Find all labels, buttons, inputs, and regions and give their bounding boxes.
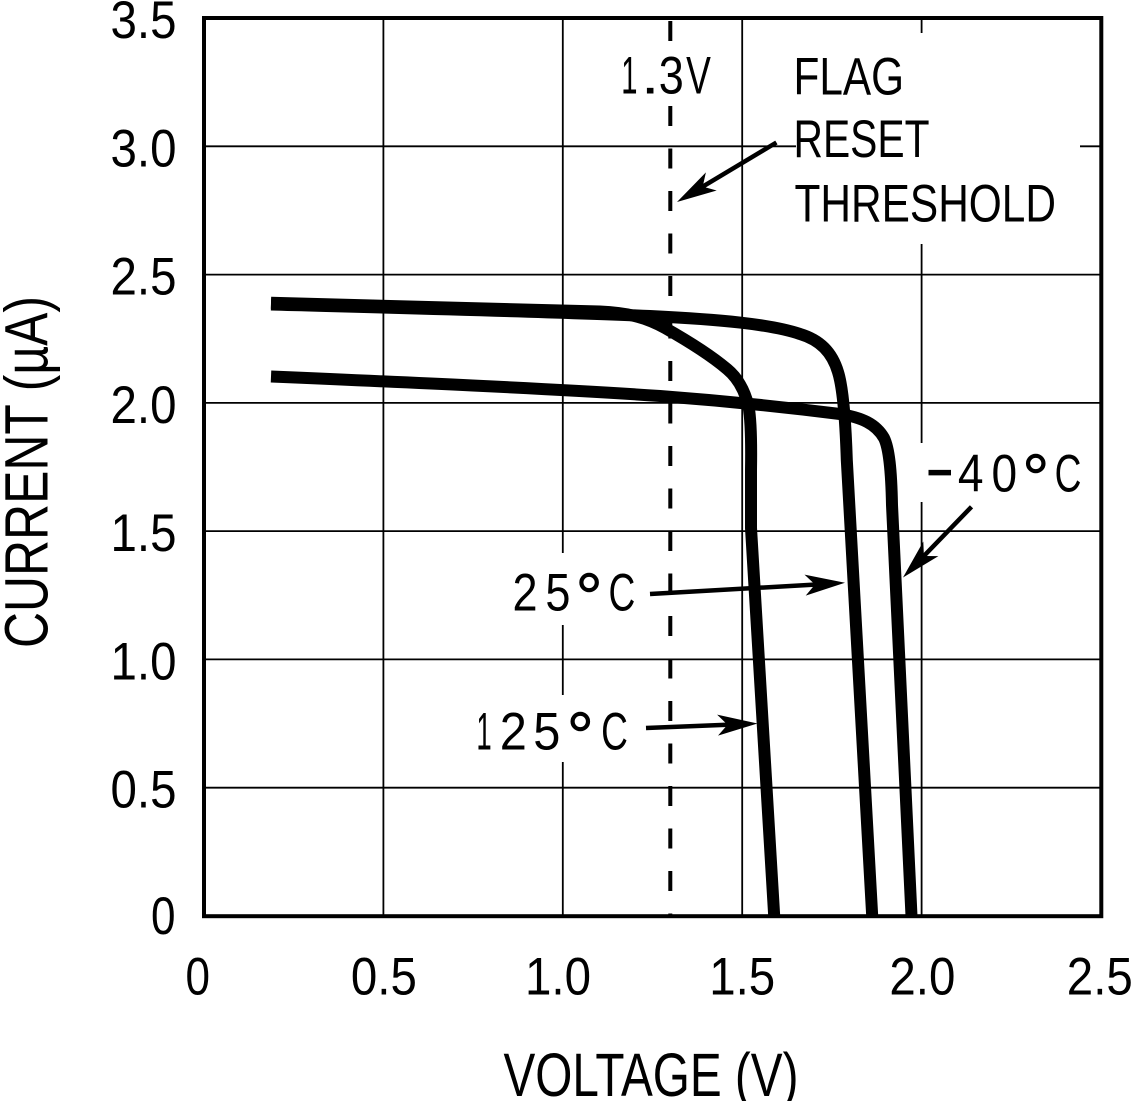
svg-text:C: C [609,563,636,622]
svg-text:2.0: 2.0 [111,376,177,435]
svg-text:0.5: 0.5 [111,761,177,820]
svg-text:1.5: 1.5 [709,948,775,1007]
svg-text:0.5: 0.5 [351,948,417,1007]
svg-text:1.0: 1.0 [111,632,177,691]
svg-text:3.0: 3.0 [111,119,177,178]
svg-text:RESET: RESET [794,110,930,169]
svg-text:1.0: 1.0 [525,948,591,1007]
svg-text:2: 2 [513,563,538,622]
svg-text:V: V [686,46,711,105]
svg-text:THRESHOLD: THRESHOLD [795,175,1057,234]
svg-text:2.0: 2.0 [889,948,955,1007]
svg-text:FLAG: FLAG [794,48,905,107]
svg-text:VOLTAGE (V): VOLTAGE (V) [504,1041,799,1101]
svg-text:0: 0 [992,443,1018,503]
svg-text:2.5: 2.5 [1067,948,1133,1007]
svg-text:.: . [641,46,660,105]
svg-text:C: C [1055,444,1082,503]
svg-text:CURRENT (µA): CURRENT (µA) [0,296,61,648]
svg-text:0: 0 [186,948,211,1007]
svg-text:3: 3 [659,46,684,105]
svg-text:5: 5 [533,702,560,761]
svg-text:3.5: 3.5 [111,0,177,50]
svg-text:1.5: 1.5 [111,504,177,563]
svg-text:4: 4 [958,443,984,503]
svg-text:C: C [601,702,628,761]
svg-text:5: 5 [545,563,570,622]
svg-text:0: 0 [151,887,176,946]
svg-text:1: 1 [476,702,491,761]
svg-text:2.5: 2.5 [111,248,177,307]
svg-text:1: 1 [621,46,637,105]
svg-text:2: 2 [500,702,527,761]
